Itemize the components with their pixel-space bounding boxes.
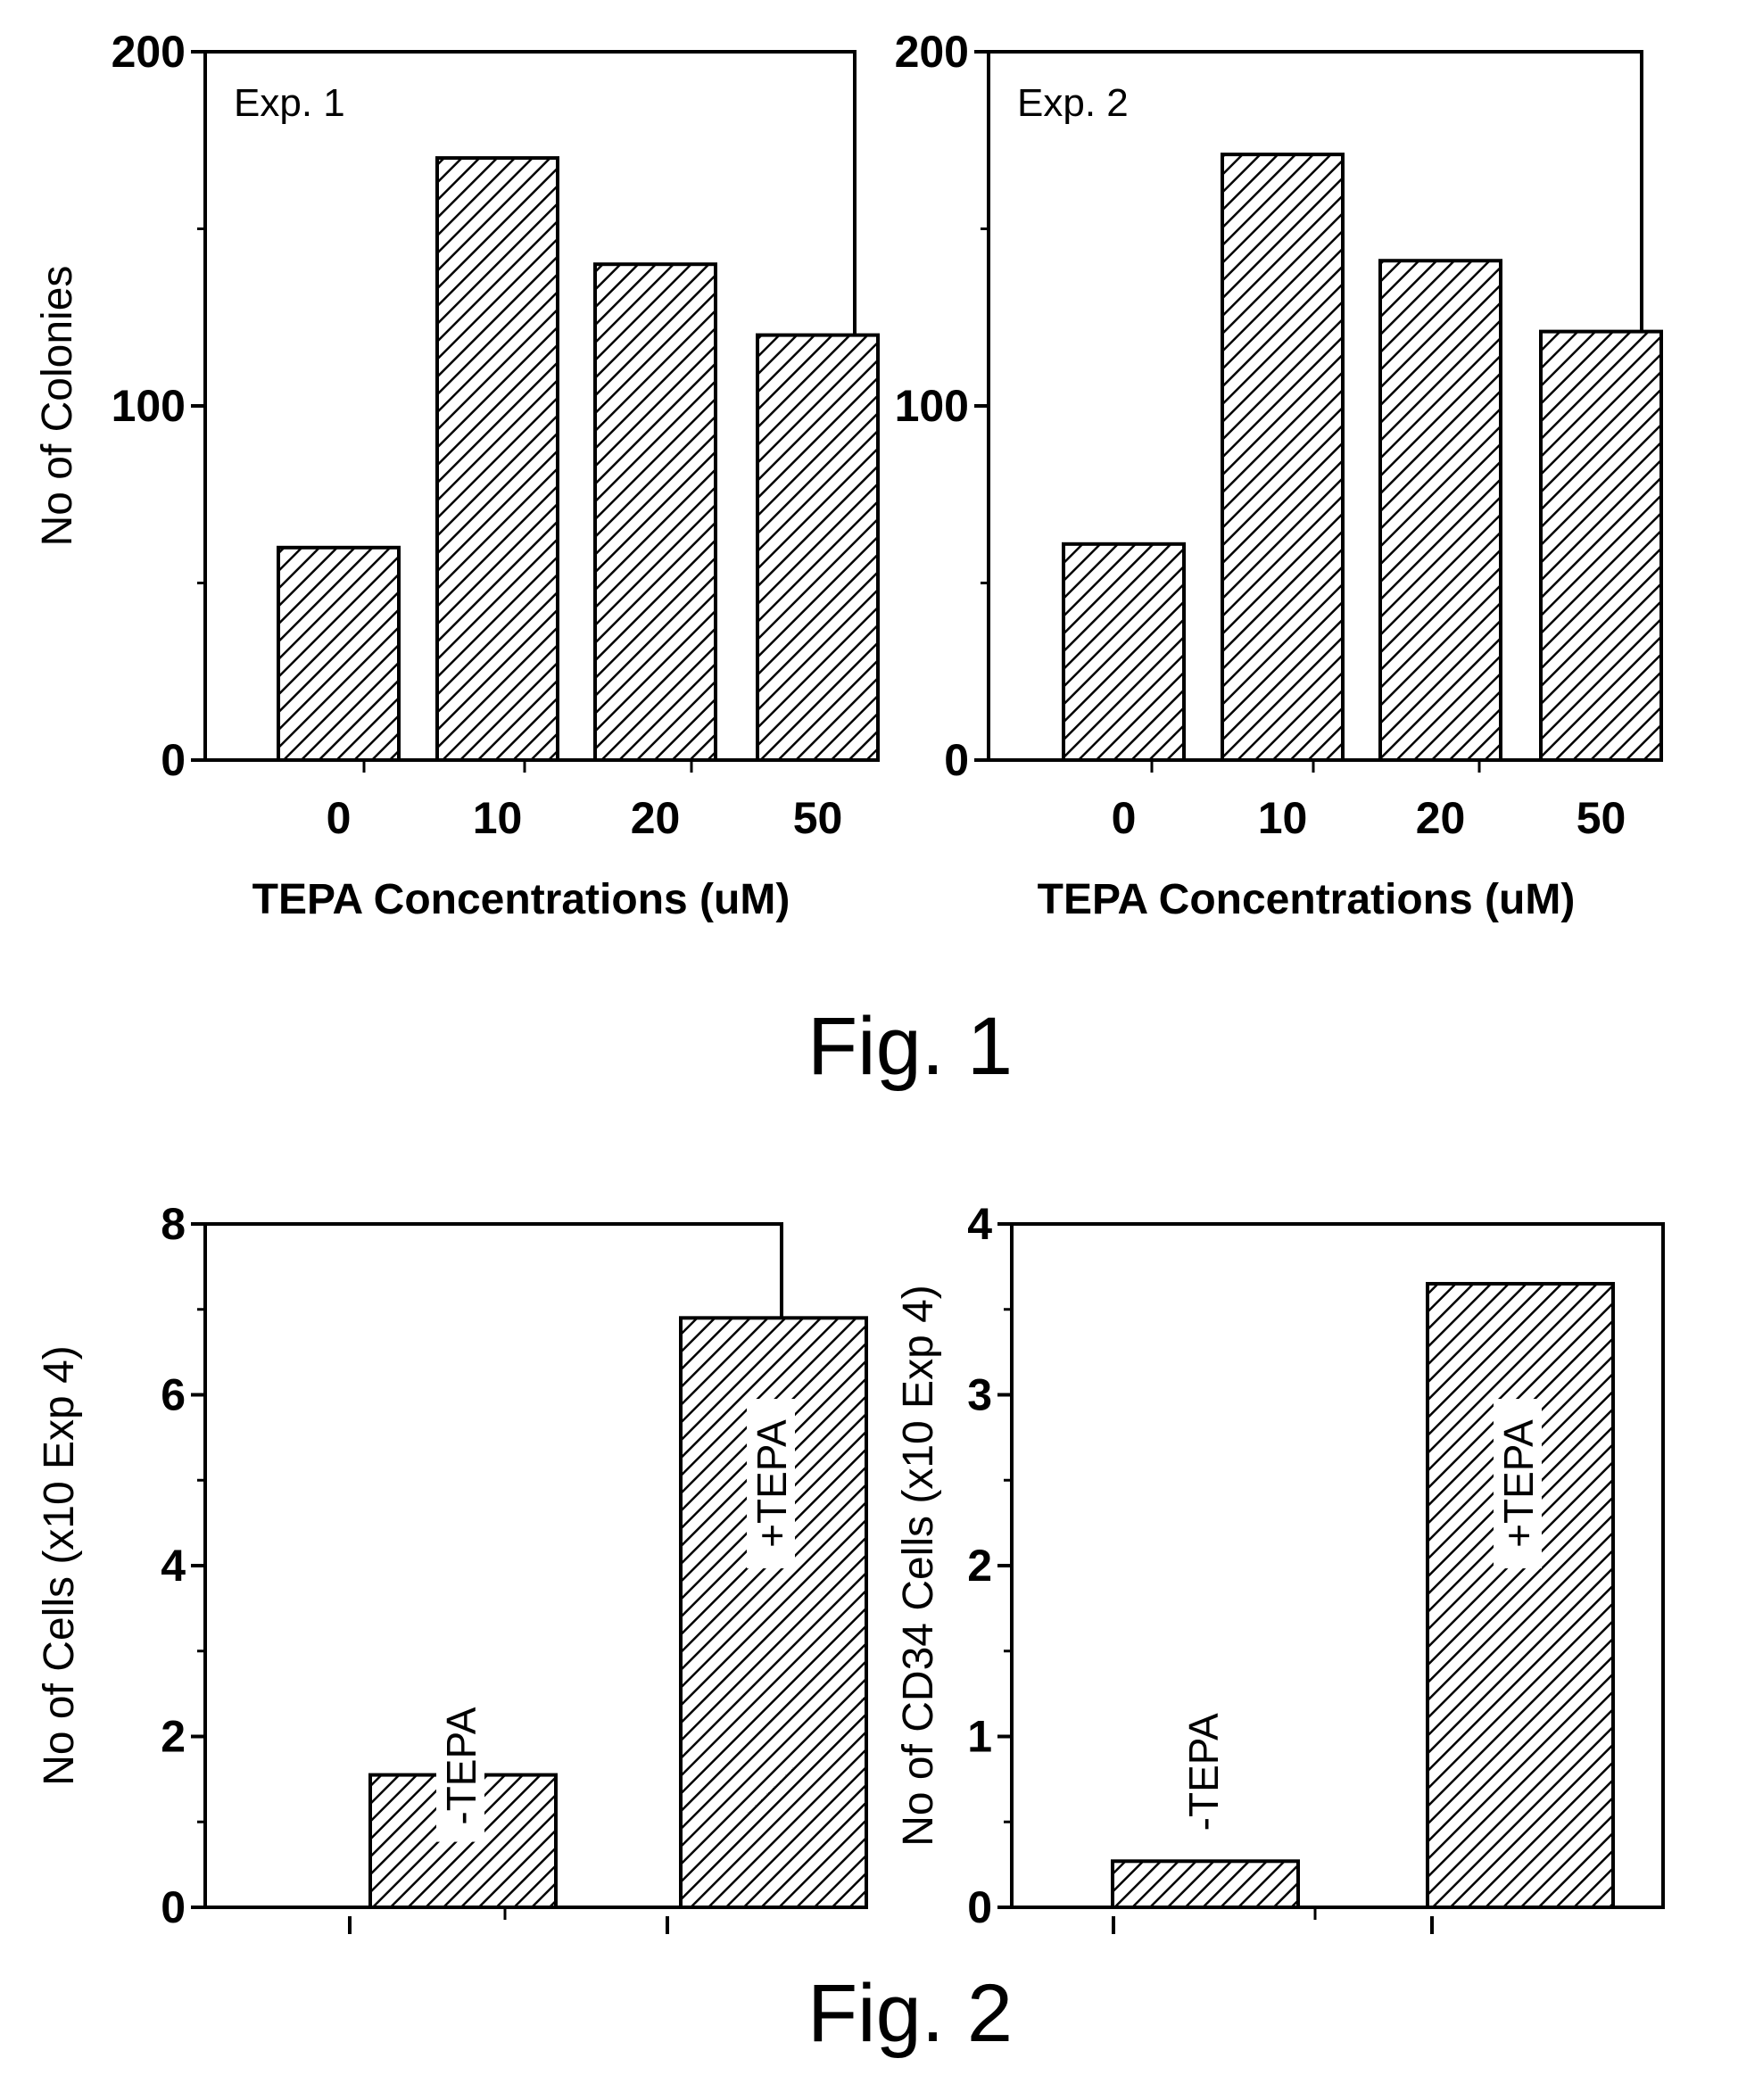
panel-label: Exp. 1 <box>234 81 345 125</box>
y-axis-title: No of Cells (x10 Exp 4) <box>36 1345 83 1786</box>
y-tick-label: 200 <box>895 27 969 77</box>
y-tick-label: 200 <box>112 27 186 77</box>
fig1-caption: Fig. 1 <box>807 1001 1013 1092</box>
bar-label-group: +TEPA <box>747 1399 795 1568</box>
x-axis-title: TEPA Concentrations (uM) <box>1038 876 1576 923</box>
y-tick-label: 2 <box>161 1712 186 1762</box>
y-tick-label: 8 <box>161 1199 186 1249</box>
bar-0 <box>278 548 399 760</box>
y-tick-label: 4 <box>967 1199 992 1249</box>
y-axis-title: No of CD34 Cells (x10 Exp 4) <box>895 1285 942 1847</box>
bar-50 <box>757 335 878 760</box>
bar-20 <box>595 264 716 760</box>
bar-20 <box>1380 260 1501 760</box>
y-tick-label: 0 <box>161 1882 186 1932</box>
x-category-label: 50 <box>1577 793 1626 843</box>
y-tick-label: 1 <box>967 1712 992 1762</box>
cd34-cells-chart: 0 1 2 3 4 -TEPA +TEPA No of CD34 Cells (x10 Exp… <box>895 1199 1663 1934</box>
y-tick-label: 100 <box>112 381 186 431</box>
y-axis-title: No of Colonies <box>34 266 81 547</box>
x-category-label: 20 <box>1416 793 1466 843</box>
bar-category-label: -TEPA <box>438 1707 484 1824</box>
y-tick-label: 6 <box>161 1370 186 1420</box>
y-tick-label: 4 <box>161 1541 186 1591</box>
y-tick-label: 2 <box>967 1541 992 1591</box>
x-category-label: 20 <box>631 793 681 843</box>
x-axis-title: TEPA Concentrations (uM) <box>252 876 790 923</box>
exp1-colonies-chart: 0 100 200 0 10 20 50 Exp. 1 TEPA Concentrations … <box>34 27 878 923</box>
x-category-label: 10 <box>1258 793 1308 843</box>
bar-10 <box>1222 154 1343 760</box>
bar-category-label: -TEPA <box>1180 1713 1227 1831</box>
x-category-label: 50 <box>793 793 843 843</box>
bar-label-group: +TEPA <box>1494 1399 1542 1568</box>
bar-50 <box>1541 332 1661 760</box>
bar--TEPA <box>1113 1861 1298 1907</box>
y-tick-label: 0 <box>161 735 186 785</box>
bar-label-group: -TEPA <box>1179 1696 1227 1848</box>
y-tick-label: 0 <box>944 735 969 785</box>
x-category-label: 10 <box>473 793 523 843</box>
bar-10 <box>437 158 558 760</box>
fig2-caption: Fig. 2 <box>807 1968 1013 2059</box>
x-category-label: 0 <box>1112 793 1137 843</box>
cells-count-chart: 0 2 4 6 8 -TEPA +TEPA No of Cells (x10 Exp 4) <box>36 1199 866 1934</box>
bar-+TEPA <box>1428 1284 1613 1907</box>
exp2-colonies-chart: 0 100 200 0 10 20 50 Exp. 2 TEPA Concentrations … <box>895 27 1661 923</box>
y-tick-label: 3 <box>967 1370 992 1420</box>
x-category-label: 0 <box>327 793 352 843</box>
panel-label: Exp. 2 <box>1017 81 1129 125</box>
bar-category-label: +TEPA <box>1495 1419 1542 1548</box>
bar-0 <box>1063 544 1184 760</box>
y-tick-label: 0 <box>967 1882 992 1932</box>
fig1-group: 01002000102050Exp. 1TEPA Concentrations … <box>34 27 1661 1092</box>
fig2-group: 0 2 4 6 8 -TEPA +TEPA No of Cells (x10 Exp 4) 0… <box>36 1199 1663 2059</box>
bar-label-group: -TEPA <box>436 1691 484 1842</box>
bar-category-label: +TEPA <box>749 1419 795 1548</box>
y-tick-label: 100 <box>895 381 969 431</box>
